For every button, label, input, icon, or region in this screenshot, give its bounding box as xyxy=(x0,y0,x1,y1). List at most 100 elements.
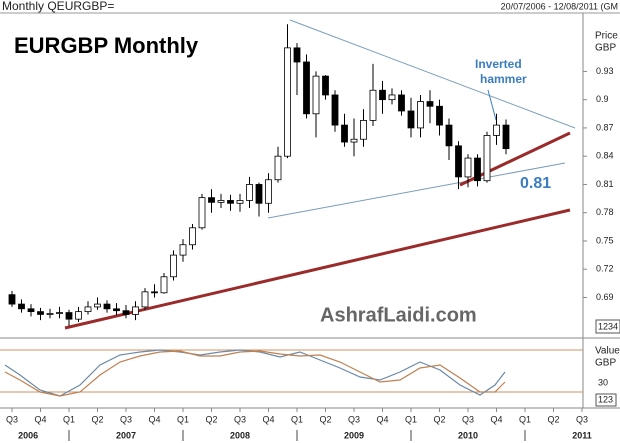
y-tick-label: 0.93 xyxy=(596,66,614,76)
indicator-tick: 30 xyxy=(598,377,608,387)
chart-title: EURGBP Monthly xyxy=(14,33,199,58)
candle-body xyxy=(426,101,434,107)
candle-body xyxy=(265,179,272,204)
candle-body xyxy=(151,291,158,294)
candle-body xyxy=(217,200,225,203)
x-tick-label: Q2 xyxy=(205,414,217,424)
header-left: Monthly QEURGBP= xyxy=(2,0,114,13)
candle-body xyxy=(464,157,472,178)
candle-body xyxy=(379,89,386,101)
x-tick-label: Q4 xyxy=(376,414,388,424)
candle-body xyxy=(445,124,453,147)
candle-body xyxy=(407,110,415,129)
y-tick-label: 0.9 xyxy=(596,94,609,104)
annotation: hammer xyxy=(480,72,527,86)
y-tick-label: 0.81 xyxy=(596,179,614,189)
candle-body xyxy=(398,94,405,112)
candle-body xyxy=(227,200,234,204)
x-tick-label: Q1 xyxy=(177,414,189,424)
annotation: 0.81 xyxy=(520,175,551,192)
y-tick-label: 0.84 xyxy=(596,151,614,161)
candle-body xyxy=(322,75,329,96)
watermark: AshrafLaidi.com xyxy=(320,304,477,326)
axis-label: GBP xyxy=(595,43,616,54)
candle-body xyxy=(341,124,348,143)
candle-body xyxy=(436,105,443,126)
axis-label: Value xyxy=(595,346,620,357)
year-label: 2009 xyxy=(344,430,364,440)
x-tick-label: Q3 xyxy=(234,414,246,424)
x-tick-label: Q3 xyxy=(120,414,132,424)
x-tick-label: Q4 xyxy=(34,414,46,424)
candle-body xyxy=(198,197,206,229)
x-tick-label: Q2 xyxy=(433,414,445,424)
candle-body xyxy=(170,254,177,278)
candle-body xyxy=(312,75,320,115)
candle-body xyxy=(284,47,291,157)
candle-body xyxy=(493,124,500,136)
box-label: 1234 xyxy=(598,321,618,331)
candle-body xyxy=(502,124,510,150)
y-tick-label: 0.72 xyxy=(596,264,614,274)
trend-line xyxy=(64,208,571,330)
x-tick-label: Q2 xyxy=(91,414,103,424)
candle-body xyxy=(255,184,263,204)
candle-body xyxy=(75,311,82,320)
pointer xyxy=(487,89,497,121)
x-tick-label: Q4 xyxy=(262,414,274,424)
annotation: Inverted xyxy=(475,57,522,71)
box xyxy=(595,319,620,334)
x-tick-label: Q2 xyxy=(319,414,331,424)
candle-body xyxy=(94,303,101,308)
x-tick-label: Q4 xyxy=(148,414,160,424)
candle-body xyxy=(474,157,481,182)
year-label: 2008 xyxy=(230,430,250,440)
candle-body xyxy=(122,310,130,315)
box-label: 123 xyxy=(598,394,613,404)
candle-body xyxy=(331,94,339,126)
candle-body xyxy=(132,306,139,315)
candle-body xyxy=(160,276,168,294)
year-label: 2011 xyxy=(572,430,592,440)
header-right: 20/07/2006 - 12/08/2011 (GM xyxy=(501,1,618,11)
candle-body xyxy=(8,294,16,305)
axis-label: Price xyxy=(595,31,618,42)
x-tick-label: Q4 xyxy=(490,414,502,424)
candle-body xyxy=(18,303,25,310)
candle-body xyxy=(65,312,73,320)
candle-body xyxy=(141,291,149,308)
candle-body xyxy=(350,138,358,143)
axis-label: GBP xyxy=(595,358,616,369)
candle-body xyxy=(417,101,424,129)
candle-body xyxy=(27,308,35,313)
x-tick-label: Q1 xyxy=(405,414,417,424)
year-label: 2010 xyxy=(458,430,478,440)
candle-body xyxy=(189,227,196,246)
candle-body xyxy=(103,303,111,310)
indicator-line xyxy=(4,349,506,397)
trend-line xyxy=(289,19,576,129)
candle-body xyxy=(56,312,63,314)
box xyxy=(595,393,617,407)
y-tick-label: 0.69 xyxy=(596,292,614,302)
candle-body xyxy=(113,308,120,312)
candle-body xyxy=(369,89,377,121)
candle-body xyxy=(37,311,44,315)
candle-body xyxy=(483,135,491,182)
indicator-line xyxy=(4,350,506,397)
candle-body xyxy=(246,184,253,201)
candle-body xyxy=(303,61,310,115)
candle-body xyxy=(84,306,92,313)
year-label: 2006 xyxy=(18,430,38,440)
year-label: 2007 xyxy=(116,430,136,440)
y-tick-label: 0.87 xyxy=(596,122,614,132)
y-tick-label: 0.78 xyxy=(596,207,614,217)
y-tick-label: 0.75 xyxy=(596,235,614,245)
x-tick-label: Q1 xyxy=(519,414,531,424)
x-tick-label: Q1 xyxy=(291,414,303,424)
candle-body xyxy=(455,145,462,178)
candle-body xyxy=(236,200,244,204)
candle-body xyxy=(293,47,301,63)
candle-body xyxy=(388,94,396,101)
